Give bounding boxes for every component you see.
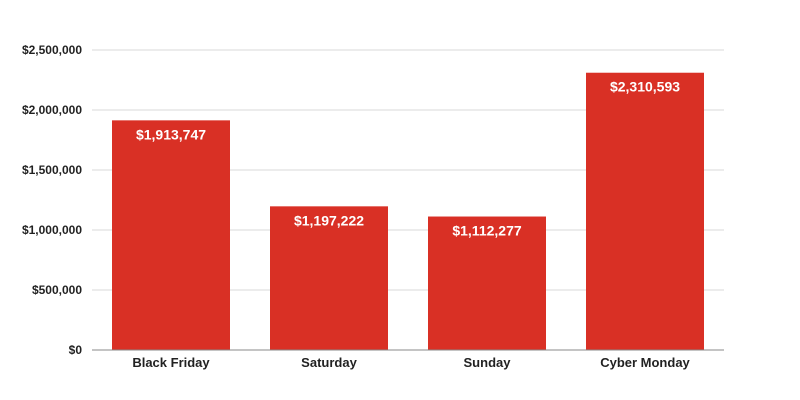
data-label: $1,112,277 <box>452 223 522 239</box>
y-tick-label: $0 <box>69 343 83 357</box>
data-label: $1,197,222 <box>294 212 364 228</box>
bars <box>112 72 704 350</box>
x-category-label: Cyber Monday <box>600 355 690 370</box>
data-labels: $1,913,747 $1,197,222 $1,112,277 $2,310,593 <box>136 79 680 239</box>
x-category-label: Black Friday <box>132 355 210 370</box>
y-tick-label: $2,000,000 <box>22 103 82 117</box>
data-label: $1,913,747 <box>136 126 206 142</box>
x-category-label: Saturday <box>301 355 357 370</box>
bar <box>428 216 546 350</box>
y-tick-label: $500,000 <box>32 283 82 297</box>
y-tick-label: $1,000,000 <box>22 223 82 237</box>
y-axis-ticks: $0 $500,000 $1,000,000 $1,500,000 $2,000,000… <box>22 43 82 357</box>
x-category-label: Sunday <box>464 355 512 370</box>
y-tick-label: $1,500,000 <box>22 163 82 177</box>
bar <box>586 72 704 350</box>
data-label: $2,310,593 <box>610 79 680 95</box>
bar <box>270 206 388 350</box>
y-tick-label: $2,500,000 <box>22 43 82 57</box>
bar <box>112 120 230 350</box>
x-axis-labels: Black Friday Saturday Sunday Cyber Monday <box>132 355 690 370</box>
